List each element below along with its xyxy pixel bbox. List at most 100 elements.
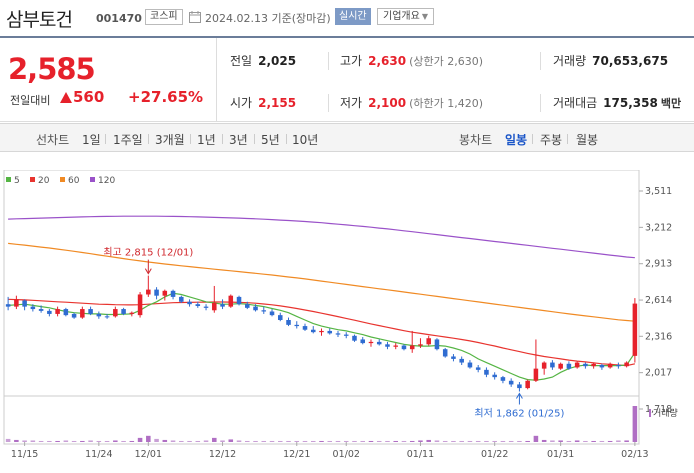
x-tick-label: 11/15 — [11, 449, 38, 460]
candle-body — [5, 304, 11, 307]
candle-body — [484, 369, 489, 375]
volume-bar — [607, 440, 613, 442]
candle-body — [236, 296, 242, 305]
divider — [567, 134, 568, 144]
candle-body — [624, 362, 629, 367]
volume-bar — [327, 440, 333, 442]
period-3m[interactable]: 3개월 — [155, 133, 185, 147]
volume-bar — [632, 406, 638, 442]
low-annotation: 최저 1,862 (01/25) — [474, 407, 564, 419]
volume-bar — [409, 440, 415, 442]
volume-bar — [475, 440, 481, 442]
volume-bar — [360, 440, 366, 442]
candle-body — [203, 306, 209, 308]
candle-weekly[interactable]: 주봉 — [540, 133, 563, 147]
company-overview-dropdown[interactable]: 기업개요 ▼ — [377, 8, 434, 25]
y-tick-label: 2,614 — [645, 295, 672, 306]
amount-value: 175,358 — [603, 96, 658, 110]
volume-bar — [418, 440, 423, 442]
volume-bar — [335, 440, 341, 442]
legend-swatch-60 — [60, 177, 65, 182]
candle-daily[interactable]: 일봉 — [505, 133, 528, 147]
stock-title-bar: 삼부토건 001470 코스피 2024.02.13 기준(장마감) 실시간 기… — [0, 0, 694, 34]
volume-bar — [261, 440, 267, 442]
y-tick-label: 1,718 — [645, 404, 672, 415]
volume-bar — [574, 440, 580, 442]
period-5y[interactable]: 5년 — [261, 133, 280, 147]
volume-bar — [286, 440, 291, 442]
volume-bar — [277, 440, 283, 442]
candle-body — [47, 310, 52, 314]
high-value: 2,630 — [368, 54, 407, 68]
candle-body — [319, 330, 324, 333]
volume-bar — [500, 440, 506, 442]
x-tick-label: 01/02 — [333, 449, 360, 460]
moving-average-ma20 — [8, 298, 636, 367]
high-arrow-head — [144, 268, 152, 275]
moving-average-ma5 — [8, 292, 636, 381]
volume-bar — [47, 440, 52, 442]
candle-body — [517, 384, 522, 389]
candle-body — [591, 363, 596, 367]
candle-body — [459, 358, 464, 363]
volume-bar — [434, 440, 440, 442]
period-3y[interactable]: 3년 — [229, 133, 248, 147]
volume-bar — [616, 440, 621, 442]
lower-limit: (하한가 1,420) — [409, 97, 483, 110]
date-text: 2024.02.13 기준(장마감) — [205, 12, 331, 25]
volume-bar — [55, 440, 60, 442]
volume-bar — [63, 440, 69, 442]
volume-bar — [517, 440, 522, 442]
realtime-button[interactable]: 실시간 — [335, 8, 371, 25]
candle-body — [302, 326, 308, 330]
volume-bar — [30, 440, 36, 442]
candle-body — [38, 309, 44, 311]
volume: 거래량 70,653,675 — [553, 52, 668, 69]
period-1y[interactable]: 1년 — [197, 133, 216, 147]
legend-label-120: 120 — [98, 176, 115, 186]
candle-body — [467, 362, 473, 368]
candle-body — [88, 309, 93, 314]
volume-bar — [550, 440, 555, 442]
volume-bar — [236, 440, 242, 442]
period-1w[interactable]: 1주일 — [113, 133, 143, 147]
volume-bar — [5, 438, 11, 442]
change-percent: +27.65% — [128, 88, 204, 106]
volume-bar — [385, 440, 390, 442]
volume-bar — [459, 440, 464, 442]
high-annotation: 최고 2,815 (12/01) — [103, 247, 193, 259]
candle-body — [195, 304, 201, 307]
low-label: 저가 — [340, 96, 363, 110]
candle-body — [574, 362, 580, 368]
price-chart[interactable]: 5 20 60 120 3,511 3,212 2,913 2,614 2,316 2,017 1,… — [0, 170, 694, 473]
volume-bar — [368, 440, 374, 442]
candle-monthly[interactable]: 월봉 — [576, 133, 599, 147]
candle-body — [310, 329, 316, 333]
y-tick-label: 3,212 — [645, 222, 672, 233]
volume-bar — [401, 440, 407, 442]
volume-bar — [467, 440, 473, 442]
period-10y[interactable]: 10년 — [292, 133, 319, 147]
volume-bar — [88, 440, 93, 442]
low-value: 2,100 — [368, 96, 407, 110]
divider — [286, 134, 287, 144]
candle-body — [508, 380, 514, 385]
candle-body — [212, 302, 217, 311]
volume-bar — [14, 439, 19, 442]
legend-label-5: 5 — [14, 176, 20, 186]
period-1d[interactable]: 1일 — [82, 133, 101, 147]
candle-body — [426, 338, 431, 345]
company-overview-label: 기업개요 — [383, 11, 420, 22]
chart-legend: 5 20 60 120 — [6, 176, 115, 186]
volume-bar — [558, 440, 563, 442]
high-price: 고가 2,630 (상한가 2,630) — [340, 52, 483, 69]
volume-bar — [426, 439, 431, 442]
divider — [328, 52, 329, 70]
volume-bar — [533, 435, 539, 442]
legend-label-20: 20 — [38, 176, 50, 186]
amount-unit: 백만 — [660, 97, 682, 110]
candle-body — [63, 309, 69, 316]
volume-bar — [442, 440, 448, 442]
volume-bar — [80, 440, 85, 442]
volume-bar — [187, 440, 192, 442]
